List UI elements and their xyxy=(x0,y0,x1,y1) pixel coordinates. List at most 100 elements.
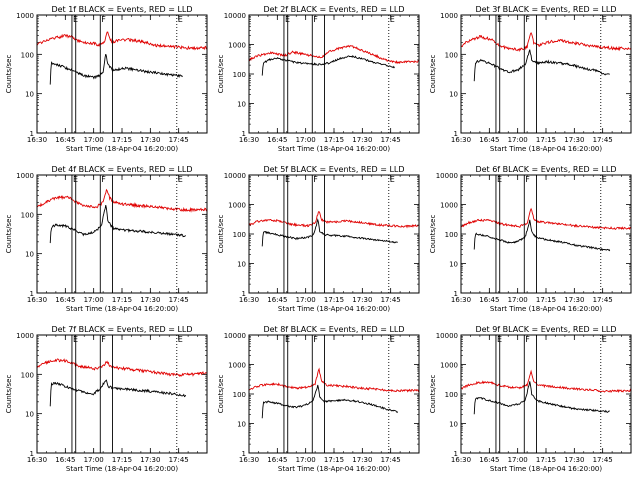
attenuator-marker-label: F xyxy=(525,175,530,184)
y-tick-label: 1000 xyxy=(16,332,34,340)
x-tick-label: 17:45 xyxy=(381,136,401,144)
x-tick-label: 17:15 xyxy=(324,136,344,144)
x-axis-label: Start Time (18-Apr-04 16:20:00) xyxy=(278,145,390,153)
events-series-line xyxy=(261,54,395,76)
x-axis-label: Start Time (18-Apr-04 16:20:00) xyxy=(66,145,178,153)
events-series-line xyxy=(49,204,186,244)
attenuator-marker-label: E xyxy=(602,335,607,344)
lld-series-line xyxy=(461,369,631,394)
detector-panel-3: EFE110100100016:3016:4517:0017:1517:3017… xyxy=(429,5,632,153)
x-tick-label: 17:00 xyxy=(84,136,104,144)
plot-frame xyxy=(36,14,208,134)
y-tick-label: 100 xyxy=(21,211,34,219)
lld-series-line xyxy=(37,188,207,213)
attenuator-marker-label: E xyxy=(602,15,607,24)
y-tick-label: 1000 xyxy=(440,202,458,210)
y-axis-label: Counts/sec xyxy=(429,215,437,254)
y-tick-label: 100 xyxy=(21,371,34,379)
x-tick-label: 16:45 xyxy=(479,136,499,144)
x-tick-label: 17:00 xyxy=(508,296,528,304)
x-tick-label: 16:30 xyxy=(27,136,47,144)
x-tick-label: 17:15 xyxy=(112,296,132,304)
y-tick-label: 10 xyxy=(237,421,246,429)
attenuator-marker-label: E xyxy=(178,335,183,344)
x-tick-label: 17:00 xyxy=(296,136,316,144)
x-axis-label: Start Time (18-Apr-04 16:20:00) xyxy=(490,465,602,473)
x-tick-label: 16:30 xyxy=(451,136,471,144)
y-tick-label: 10000 xyxy=(224,12,246,20)
lld-series-line xyxy=(37,358,207,378)
x-tick-label: 17:45 xyxy=(381,456,401,464)
x-tick-label: 17:30 xyxy=(140,136,160,144)
attenuator-marker-label: E xyxy=(390,175,395,184)
chart-title: Det 8f BLACK = Events, RED = LLD xyxy=(263,325,404,334)
x-tick-label: 16:30 xyxy=(239,456,259,464)
x-tick-label: 16:45 xyxy=(267,136,287,144)
x-axis-label: Start Time (18-Apr-04 16:20:00) xyxy=(490,305,602,313)
attenuator-marker-label: F xyxy=(101,175,106,184)
y-tick-label: 1 xyxy=(454,450,458,458)
events-series-line xyxy=(473,49,610,82)
x-axis-label: Start Time (18-Apr-04 16:20:00) xyxy=(490,145,602,153)
y-tick-label: 10 xyxy=(449,91,458,99)
x-tick-label: 17:45 xyxy=(593,456,613,464)
events-series-line xyxy=(49,53,183,85)
plot-frame xyxy=(460,334,632,454)
x-tick-label: 17:15 xyxy=(324,296,344,304)
y-axis-label: Counts/sec xyxy=(5,215,13,254)
y-axis-label: Counts/sec xyxy=(429,55,437,94)
events-series-line xyxy=(473,219,611,252)
attenuator-marker-label: E xyxy=(390,335,395,344)
y-tick-label: 1 xyxy=(30,450,34,458)
y-tick-label: 100 xyxy=(21,51,34,59)
y-tick-label: 1000 xyxy=(16,12,34,20)
attenuator-marker-label: F xyxy=(313,15,318,24)
x-tick-label: 17:45 xyxy=(169,296,189,304)
y-tick-label: 10 xyxy=(449,421,458,429)
y-tick-label: 10 xyxy=(237,101,246,109)
y-tick-label: 100 xyxy=(445,391,458,399)
chart-title: Det 6f BLACK = Events, RED = LLD xyxy=(475,165,616,174)
lld-series-line xyxy=(249,367,419,393)
x-tick-label: 17:00 xyxy=(296,456,316,464)
y-tick-label: 1 xyxy=(454,290,458,298)
lld-series-line xyxy=(37,31,207,51)
y-tick-label: 10000 xyxy=(436,332,458,340)
detector-panel-2: EFE11010010001000016:3016:4517:0017:1517… xyxy=(217,5,420,153)
x-tick-label: 16:45 xyxy=(479,456,499,464)
y-tick-label: 10 xyxy=(25,251,34,259)
y-tick-label: 1000 xyxy=(228,202,246,210)
chart-title: Det 4f BLACK = Events, RED = LLD xyxy=(51,165,192,174)
x-tick-label: 16:45 xyxy=(55,136,75,144)
y-tick-label: 10000 xyxy=(224,172,246,180)
y-axis-label: Counts/sec xyxy=(5,55,13,94)
attenuator-marker-label: E xyxy=(178,175,183,184)
plot-frame xyxy=(36,334,208,454)
y-tick-label: 1 xyxy=(454,130,458,138)
y-axis-label: Counts/sec xyxy=(217,55,225,94)
x-tick-label: 17:30 xyxy=(140,456,160,464)
x-tick-label: 16:30 xyxy=(27,456,47,464)
detector-panel-4: EFE110100100016:3016:4517:0017:1517:3017… xyxy=(5,165,208,313)
y-tick-label: 10000 xyxy=(436,172,458,180)
y-tick-label: 1 xyxy=(242,290,246,298)
x-tick-label: 17:00 xyxy=(296,296,316,304)
y-tick-label: 1000 xyxy=(440,362,458,370)
plot-frame xyxy=(248,334,420,454)
x-tick-label: 16:45 xyxy=(267,296,287,304)
x-tick-label: 17:30 xyxy=(352,296,372,304)
x-tick-label: 17:30 xyxy=(564,296,584,304)
x-tick-label: 17:15 xyxy=(112,136,132,144)
x-tick-label: 17:30 xyxy=(140,296,160,304)
x-tick-label: 17:15 xyxy=(536,456,556,464)
y-tick-label: 1 xyxy=(30,130,34,138)
x-tick-label: 16:45 xyxy=(55,456,75,464)
y-axis-label: Counts/sec xyxy=(217,375,225,414)
detector-panel-9: EFE11010010001000016:3016:4517:0017:1517… xyxy=(429,325,632,473)
x-tick-label: 17:45 xyxy=(593,136,613,144)
chart-title: Det 2f BLACK = Events, RED = LLD xyxy=(263,5,404,14)
y-tick-label: 1 xyxy=(242,450,246,458)
y-tick-label: 1 xyxy=(242,130,246,138)
y-tick-label: 100 xyxy=(445,51,458,59)
